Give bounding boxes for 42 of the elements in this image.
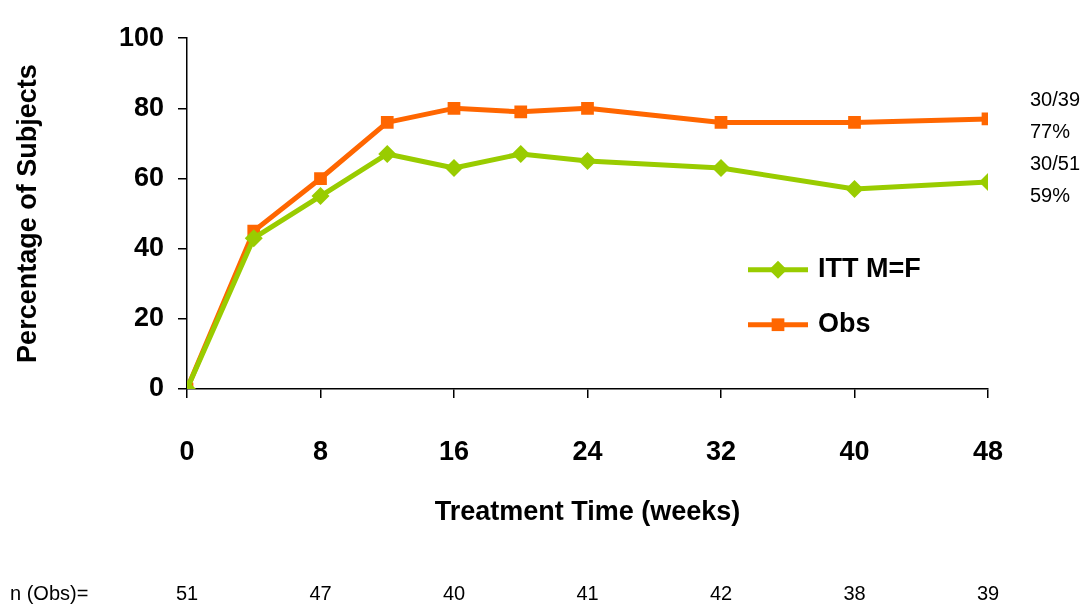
y-tick-label: 100 <box>118 21 164 52</box>
point <box>244 229 263 248</box>
legend-label: ITT M=F <box>818 253 921 284</box>
text: 42 <box>709 581 733 604</box>
legend-label: Obs <box>818 308 871 339</box>
y-tick-label: 20 <box>133 302 164 333</box>
point <box>712 159 730 177</box>
text: 38 <box>843 581 866 604</box>
annotation: 30/39 77% <box>1030 88 1081 143</box>
point <box>581 102 594 115</box>
y-axis-title: Percentage of Subjects <box>11 64 42 363</box>
text: 39 <box>976 581 1000 604</box>
point <box>848 116 861 129</box>
y-tick-label: 60 <box>133 161 164 192</box>
text: 51 <box>175 581 199 604</box>
y-tick-label: 40 <box>133 232 164 263</box>
x-tick-label: 16 <box>438 435 470 466</box>
text: 41 <box>576 581 599 604</box>
point <box>845 180 864 199</box>
point <box>514 105 528 119</box>
point <box>378 144 397 163</box>
x-tick-label: 8 <box>312 435 329 466</box>
y-tick-label: 0 <box>148 372 164 403</box>
point <box>447 102 461 115</box>
x-axis-title: Treatment Time (weeks) <box>434 496 741 527</box>
point <box>445 159 463 177</box>
point <box>380 116 394 129</box>
x-tick-label: 40 <box>839 435 870 466</box>
point <box>311 187 330 206</box>
text: 40 <box>442 581 466 604</box>
x-tick-label: 24 <box>572 435 603 466</box>
x-tick-label: 32 <box>705 435 737 466</box>
y-tick-label: 80 <box>133 91 164 122</box>
x-tick-label: 0 <box>179 435 195 466</box>
text: n (Obs)= <box>10 581 89 604</box>
annotation: 30/51 59% <box>1030 151 1081 206</box>
point <box>511 144 530 163</box>
point <box>714 116 728 129</box>
x-tick-label: 48 <box>972 435 1004 466</box>
text: 47 <box>309 581 332 604</box>
point <box>314 172 327 185</box>
point <box>578 151 597 170</box>
